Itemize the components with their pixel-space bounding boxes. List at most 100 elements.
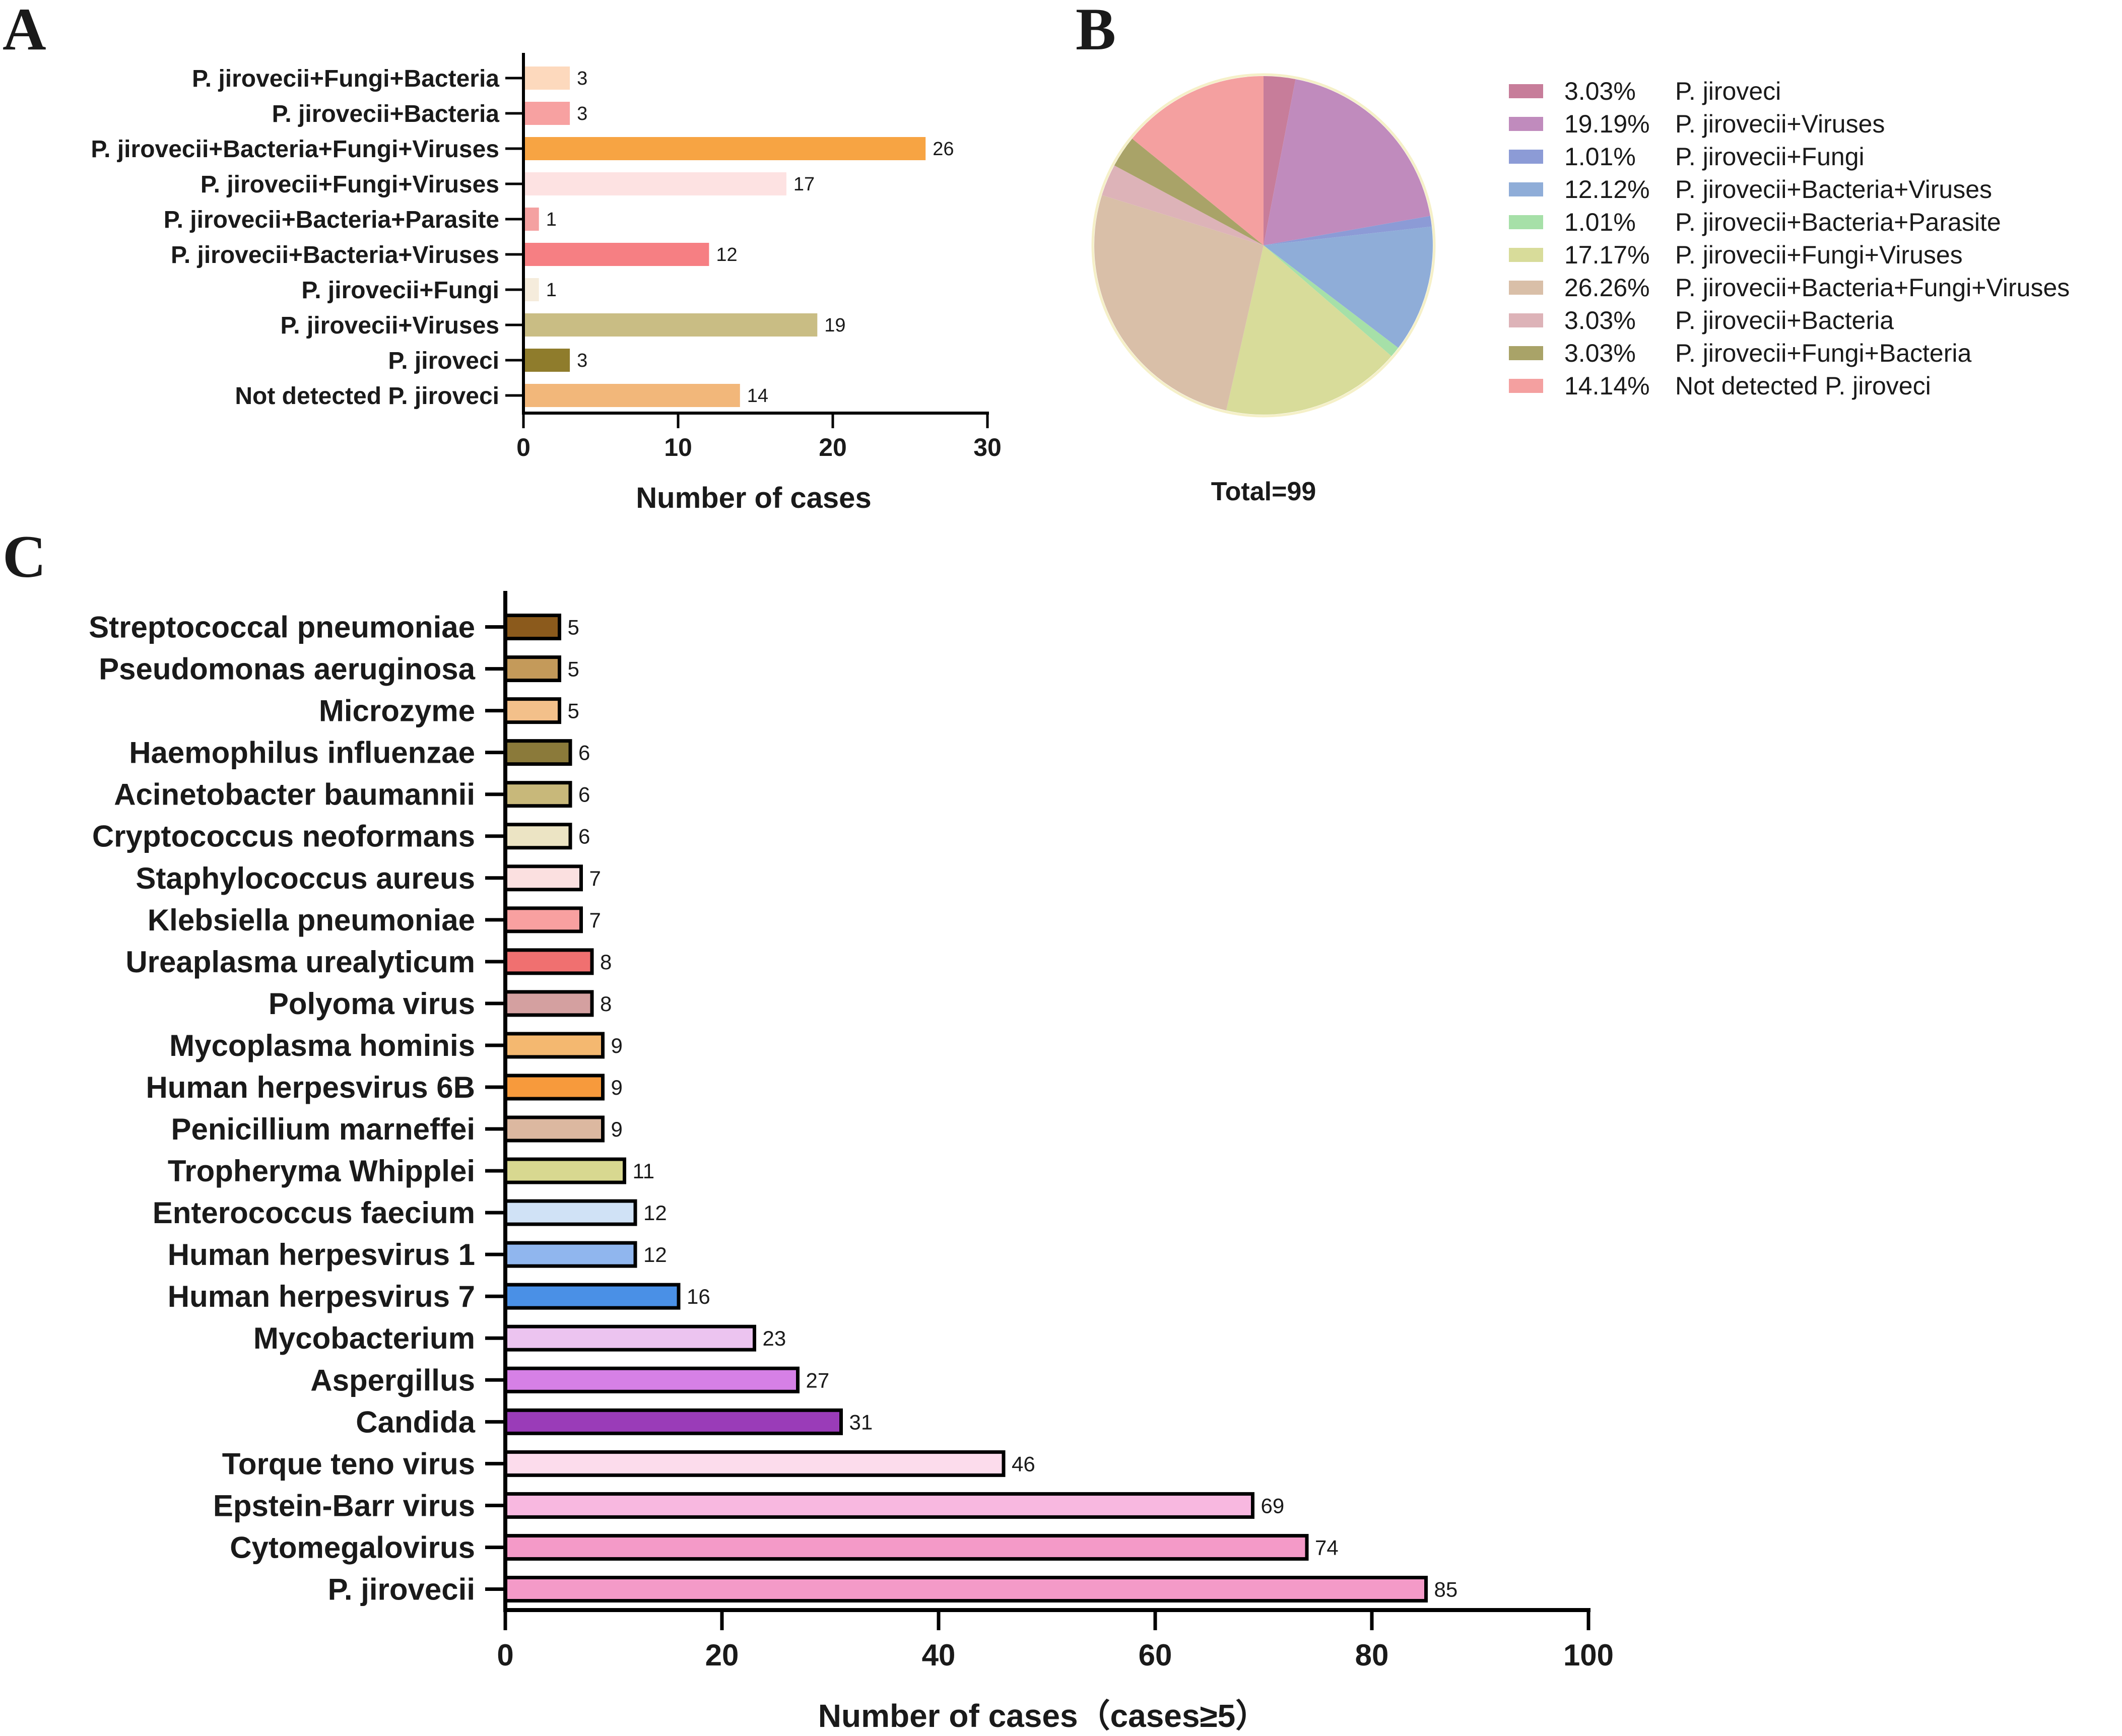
panel-c-data-label: 9 [611,1117,623,1141]
panel-a-category-label: P. jirovecii+Bacteria [272,101,500,127]
panel-c-bar [503,1157,626,1184]
legend-percent: 3.03% [1564,77,1636,105]
pie-slice [1264,76,1296,245]
panel-c-category-label: Enterococcus faecium [153,1196,475,1230]
legend-swatch [1509,182,1543,196]
panel-c-data-label: 5 [568,616,579,639]
legend-percent: 14.14% [1564,372,1650,400]
panel-c-category-label: Haemophilus influenzae [129,736,475,770]
panel-a-bar [523,172,786,195]
panel-c-bar [503,1450,1006,1477]
pie-slice [1264,226,1433,348]
panel-c-data-label: 6 [578,741,590,765]
panel-a-bar [523,208,539,231]
panel-c-data-label: 46 [1012,1452,1035,1476]
panel-a-x-tick-label: 30 [973,433,1002,461]
panel-c-x-tick-label: 0 [497,1638,513,1672]
panel-c-bar [503,990,594,1017]
panel-c-bar [503,1283,681,1310]
panel-c-category-label: Streptococcal pneumoniae [89,611,475,644]
panel-a-category-label: P. jiroveci [388,348,499,374]
pie-slice [1114,139,1264,245]
panel-c-bar [503,1324,756,1352]
panel-c-category-label: Aspergillus [310,1363,475,1397]
panel-c-data-label: 85 [1434,1577,1458,1601]
panel-a: A 3 P. jirovecii+Fungi+Bacteria 3 P. jirove… [3,0,1002,514]
pie-slice [1226,245,1391,415]
panel-c-data-label: 27 [806,1368,830,1392]
panel-c-bar [503,948,594,975]
panel-c-bar [503,1199,637,1226]
panel-b-pie [1091,73,1436,418]
pie-slice [1132,76,1264,245]
panel-b-legend: 3.03% P. jiroveci 19.19% P. jirovecii+Virus… [1509,77,2070,400]
panel-a-data-label: 19 [824,315,845,336]
legend-label: P. jirovecii+Bacteria+Fungi+Viruses [1675,274,2070,302]
panel-c-data-label: 8 [600,950,612,974]
panel-a-bar [523,278,539,301]
panel-c-category-label: Penicillium marneffei [171,1112,475,1146]
panel-c-data-label: 9 [611,1034,623,1057]
legend-percent: 17.17% [1564,241,1650,269]
legend-percent: 1.01% [1564,208,1636,236]
panel-c-category-label: Candida [356,1405,475,1439]
legend-swatch [1509,150,1543,164]
legend-label: P. jiroveci [1675,77,1781,105]
panel-c-bar [503,1032,605,1059]
panel-a-bar [523,66,570,90]
panel-c-data-label: 31 [849,1410,873,1434]
panel-c-data-label: 6 [578,825,590,848]
panel-a-bars: 3 P. jirovecii+Fungi+Bacteria 3 P. jiroveci… [91,65,954,410]
panel-a-data-label: 14 [747,385,768,407]
panel-a-data-label: 26 [933,139,954,160]
legend-label: P. jirovecii+Fungi+Bacteria [1675,339,1971,367]
panel-c-x-tick-label: 60 [1139,1638,1172,1672]
panel-c-x-tick-label: 40 [922,1638,956,1672]
panel-c-bar [503,1074,605,1101]
panel-c-x-tick-label: 80 [1355,1638,1389,1672]
legend-swatch [1509,215,1543,229]
panel-a-x-tick-label: 0 [516,433,530,461]
legend-label: P. jirovecii+Fungi [1675,143,1865,171]
panel-c-bar [503,1366,800,1393]
legend-label: P. jirovecii+Viruses [1675,110,1885,138]
panel-c-data-label: 5 [568,699,579,723]
panel-a-category-label: P. jirovecii+Fungi+Bacteria [192,65,499,92]
panel-c-category-label: Torque teno virus [222,1447,475,1481]
panel-a-bar [523,137,926,160]
panel-b-letter: B [1076,0,1116,62]
pie-slice [1102,165,1264,245]
panel-c-data-label: 8 [600,992,612,1016]
panel-a-data-label: 1 [546,280,557,301]
pie-slice [1264,216,1432,245]
panel-c-category-label: Staphylococcus aureus [136,861,475,895]
legend-label: P. jirovecii+Bacteria+Parasite [1675,208,2001,236]
panel-c-bar [503,906,583,933]
legend-label: P. jirovecii+Fungi+Viruses [1675,241,1963,269]
panel-c-x-axis-title: Number of cases（cases≥5） [818,1698,1268,1734]
pie-slice [1264,79,1430,245]
panel-c-category-label: Mycobacterium [253,1321,475,1355]
panel-a-data-label: 12 [716,244,737,265]
panel-a-bar [523,349,570,372]
panel-c-data-label: 11 [633,1159,655,1183]
legend-percent: 3.03% [1564,339,1636,367]
panel-a-category-label: P. jirovecii+Bacteria+Fungi+Viruses [91,136,499,163]
legend-label: Not detected P. jiroveci [1675,372,1931,400]
panel-a-data-label: 3 [577,350,587,371]
panel-c-data-label: 23 [763,1326,786,1350]
panel-c-data-label: 12 [643,1243,667,1266]
panel-a-data-label: 3 [577,68,587,89]
panel-a-letter: A [3,0,46,62]
legend-percent: 1.01% [1564,143,1636,171]
panel-c-bar [503,614,561,641]
panel-c-data-label: 16 [687,1285,710,1308]
panel-c-bars: 5 Streptococcal pneumoniae 5 Pseudomonas ae… [89,611,1457,1607]
panel-c-category-label: P. jirovecii [328,1572,475,1606]
panel-b: B 3.03% P. jiroveci 19.19% P. jirovecii+Vir… [1076,0,2070,506]
legend-label: P. jirovecii+Bacteria [1675,306,1894,335]
legend-swatch [1509,379,1543,393]
panel-c-data-label: 7 [589,866,601,890]
panel-c-data-label: 5 [568,657,579,681]
pie-slice [1264,245,1399,357]
